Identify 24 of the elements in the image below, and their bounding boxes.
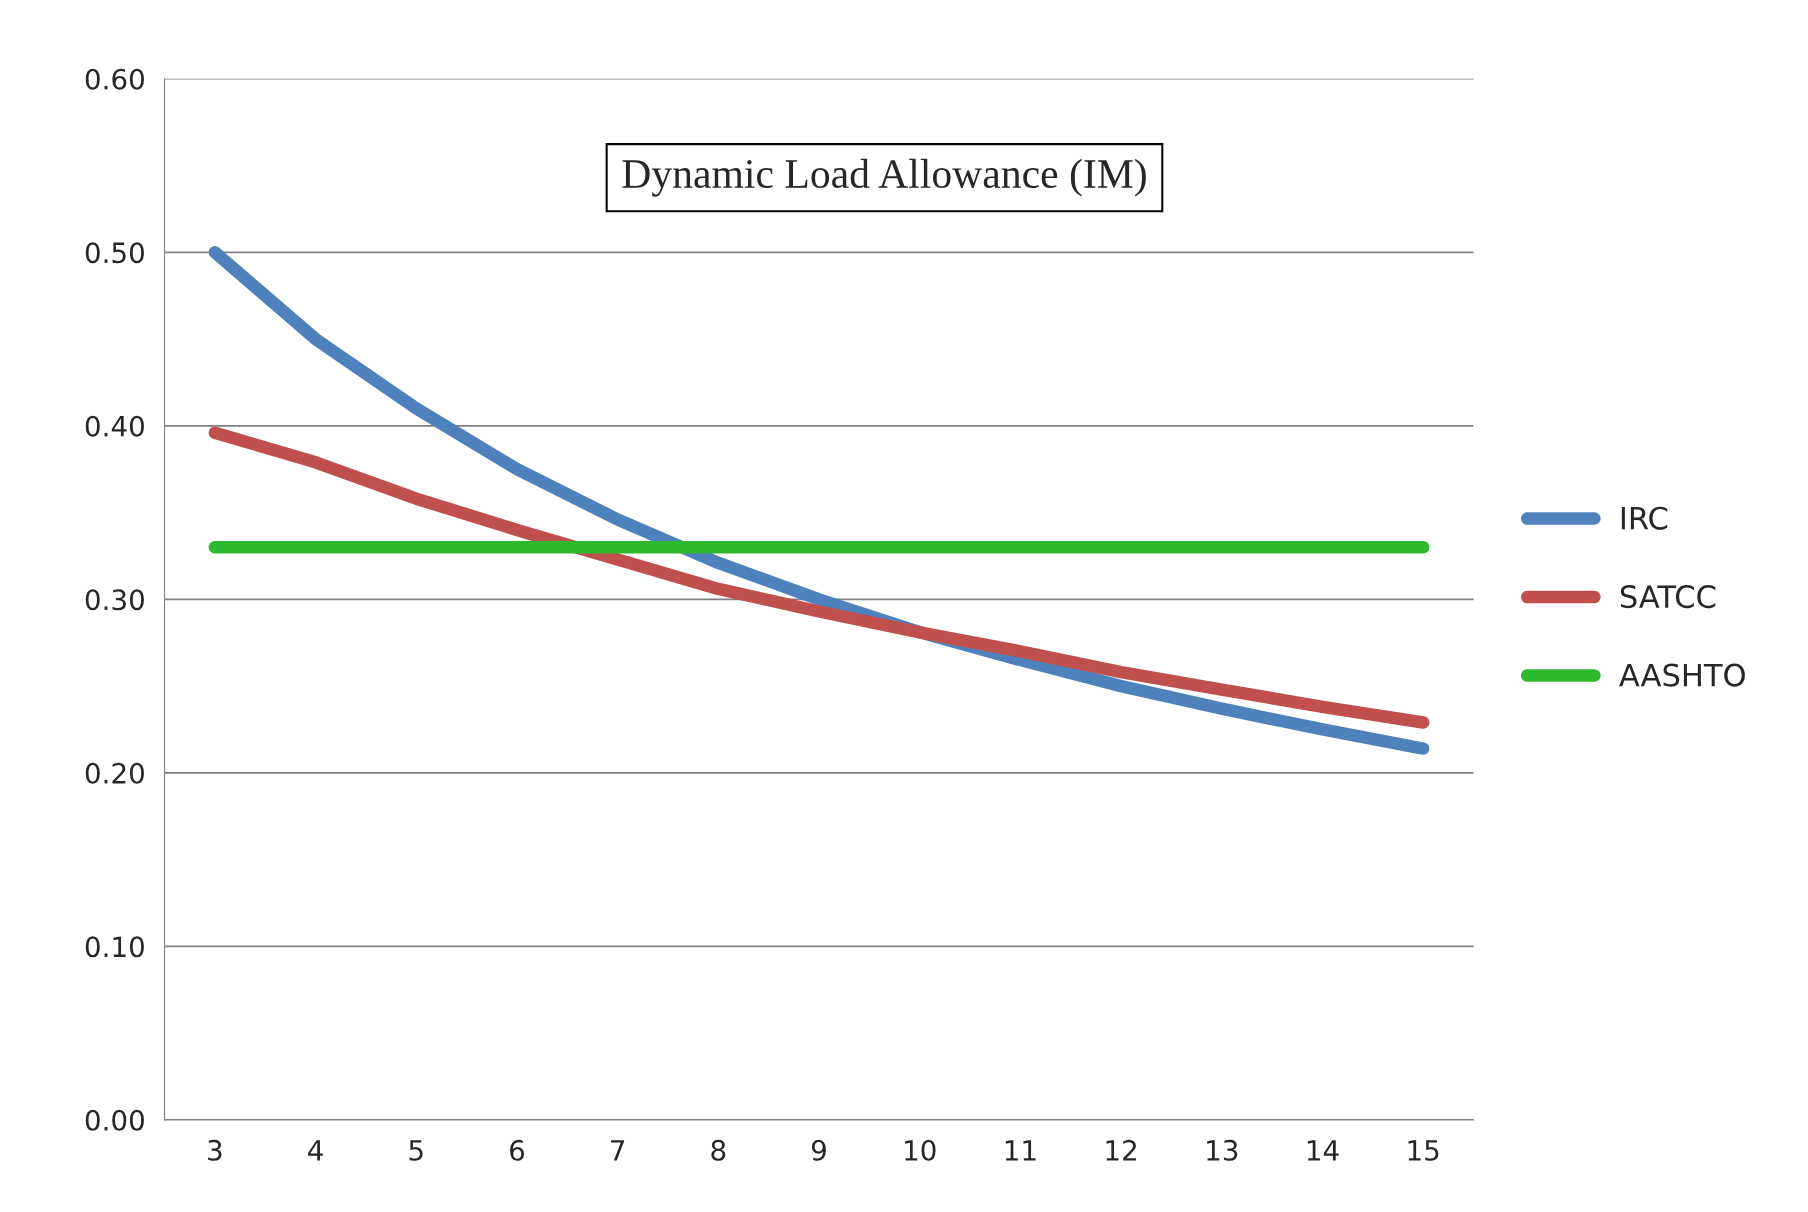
x-tick-label: 5 [409,1140,423,1161]
x-tick-label: 10 [905,1139,936,1161]
x-tick-label: 4 [308,1140,323,1161]
y-tick-label: 0.40 [85,415,144,437]
x-tick-label: 6 [510,1139,525,1161]
x-tick-label: 13 [1207,1139,1238,1161]
y-tick-label: 0.10 [85,936,144,958]
y-tick-label: 0.30 [85,589,144,611]
y-tick-label: 0.60 [85,68,144,90]
legend-label: AASHTO [1619,663,1745,687]
x-tick-label: 15 [1408,1140,1439,1161]
x-tick-label: 7 [611,1140,625,1161]
y-tick-label: 0.50 [85,242,144,264]
y-tick-label: 0.20 [85,762,144,784]
x-tick-label: 12 [1106,1139,1136,1161]
x-tick-label: 9 [811,1139,826,1161]
legend-label: SATCC [1620,585,1716,609]
x-tick-label: 8 [711,1139,726,1161]
x-tick-label: 11 [1005,1140,1036,1161]
legend-label: IRC [1621,506,1668,530]
text: Dynamic Load Allowance (IM) [622,158,1146,197]
x-tick-label: 14 [1307,1140,1339,1161]
x-tick-label: 3 [208,1139,222,1161]
y-tick-label: 0.00 [85,1109,144,1131]
